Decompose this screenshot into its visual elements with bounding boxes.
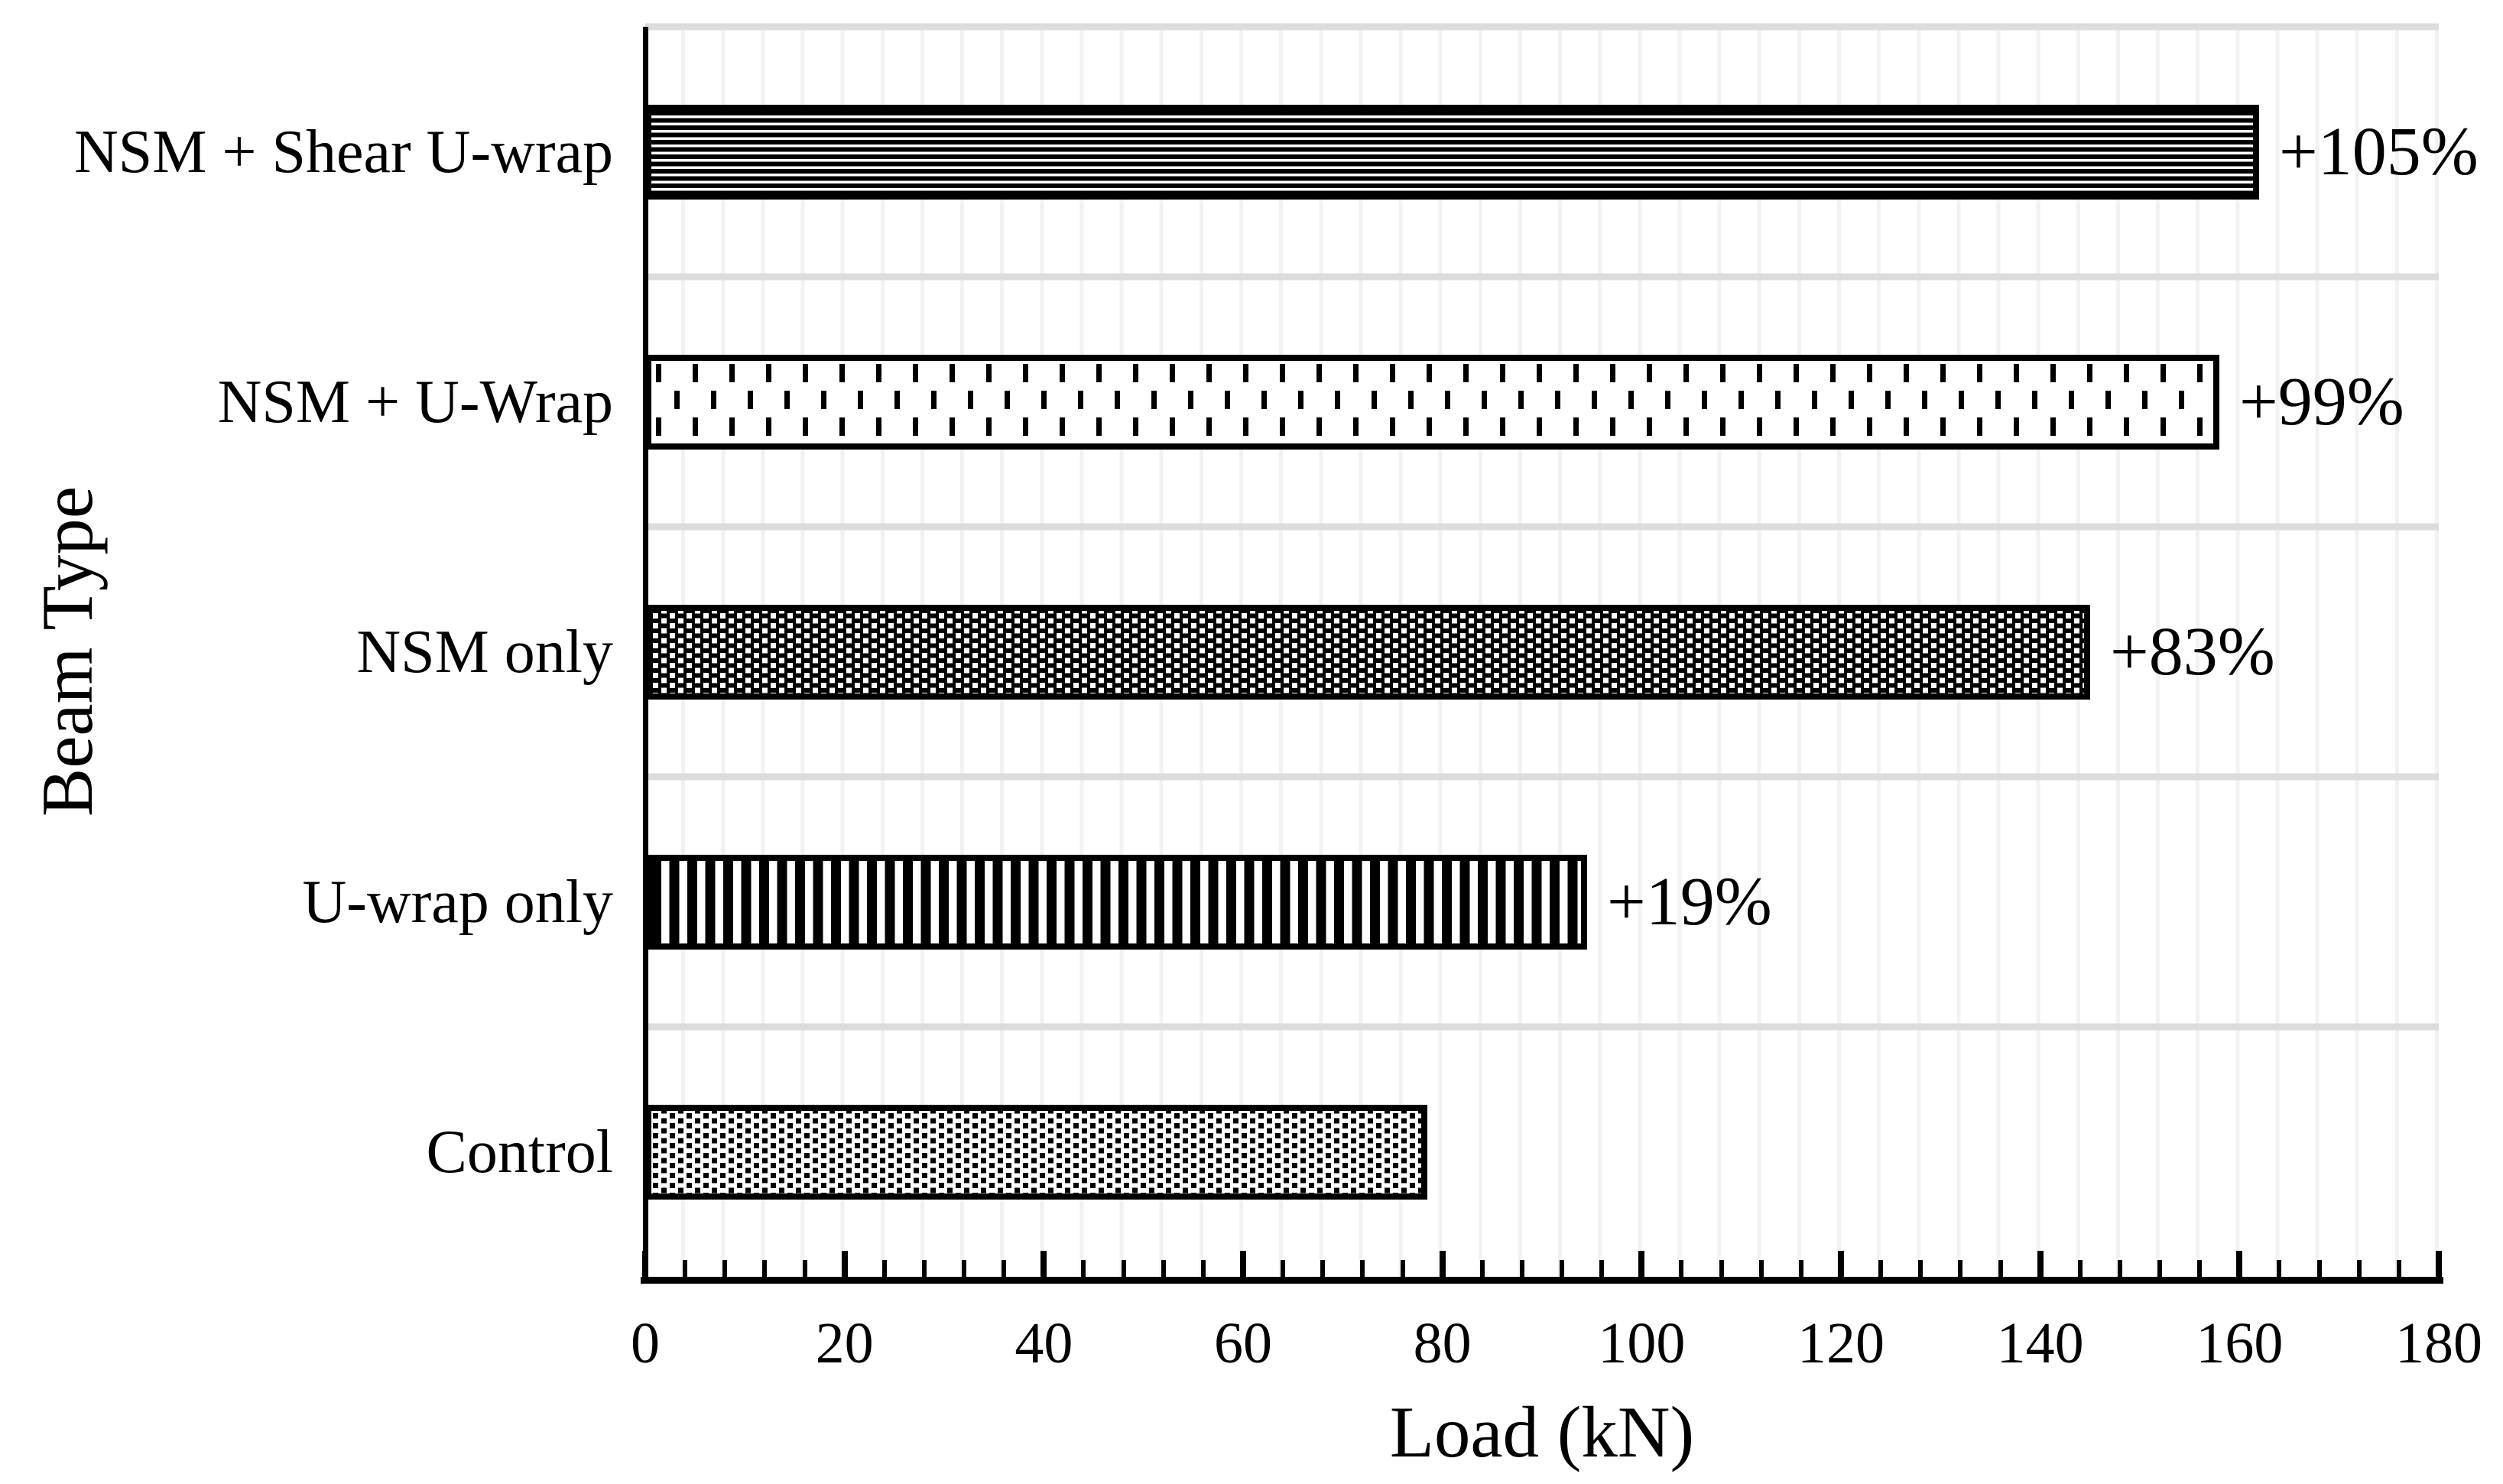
x-axis-minor-tick [2277,1260,2282,1277]
x-axis-minor-tick [1719,1260,1724,1277]
x-axis-minor-tick [1560,1260,1565,1277]
x-axis-major-tick [841,1251,848,1277]
x-axis-minor-tick [2157,1260,2163,1277]
x-axis-minor-tick [1002,1260,1007,1277]
x-axis-tick-label: 180 [2395,1311,2482,1375]
bar [645,354,2219,450]
x-axis-minor-tick [2316,1260,2322,1277]
x-axis-minor-tick [683,1260,688,1277]
x-axis-minor-tick [1878,1260,1884,1277]
x-axis-tick-label: 80 [1413,1311,1472,1375]
category-gridline [645,1023,2439,1031]
x-axis-major-tick [1439,1251,1446,1277]
x-axis-minor-tick [1519,1260,1524,1277]
bar [645,104,2259,200]
x-axis-minor-tick [1400,1260,1405,1277]
x-axis-minor-tick [1479,1260,1485,1277]
bar [645,854,1587,950]
bar-value-label: +83% [2110,613,2275,690]
x-axis-minor-tick [1121,1260,1126,1277]
x-axis-minor-tick [1200,1260,1206,1277]
bar-pattern-svg [651,110,2253,193]
x-axis-minor-tick [1998,1260,2003,1277]
x-axis-major-tick [642,1251,648,1277]
bar-value-label: +19% [1607,863,1772,940]
x-axis-tick-label: 20 [815,1311,874,1375]
category-label: NSM + U-Wrap [217,368,613,436]
bar [645,1104,1427,1200]
bar-pattern-svg [651,360,2213,443]
category-label: U-wrap only [302,868,613,936]
y-axis-line [643,27,648,1281]
x-axis-tick-label: 160 [2196,1311,2284,1375]
x-axis-minor-tick [881,1260,887,1277]
x-axis-major-tick [2436,1251,2442,1277]
bar-pattern-svg [651,1110,1421,1193]
x-axis-minor-tick [1360,1260,1365,1277]
x-axis-tick-label: 0 [631,1311,660,1375]
category-gridline [645,23,2439,31]
x-axis-major-tick [1838,1251,1844,1277]
bar-value-label: +99% [2239,363,2404,440]
bar [645,604,2090,700]
x-axis-tick-label: 60 [1214,1311,1272,1375]
x-axis-minor-tick [1958,1260,1963,1277]
x-axis-minor-tick [1599,1260,1605,1277]
bar-pattern-svg [651,860,1581,943]
x-axis-major-tick [1638,1251,1645,1277]
plot-area: +105% +99% +83% +19% [645,23,2479,1277]
x-axis-major-tick [2236,1251,2243,1277]
x-axis-minor-tick [2396,1260,2401,1277]
x-axis-tick-label: 120 [1797,1311,1885,1375]
x-axis-minor-tick [1081,1260,1086,1277]
x-axis-minor-tick [1679,1260,1684,1277]
x-axis-minor-tick [1798,1260,1803,1277]
x-axis-minor-tick [962,1260,967,1277]
category-label: NSM + Shear U-wrap [74,118,613,186]
x-axis-major-tick [2037,1251,2044,1277]
category-gridline [645,273,2439,281]
category-gridline [645,773,2439,781]
bar-value-label: +105% [2279,113,2479,190]
x-axis-minor-tick [2077,1260,2083,1277]
x-axis-major-tick [1040,1251,1047,1277]
category-label: NSM only [356,618,613,686]
x-axis-title: Load (kN) [1389,1391,1695,1473]
x-axis-minor-tick [2197,1260,2203,1277]
x-axis-minor-tick [722,1260,728,1277]
x-axis-minor-tick [1161,1260,1166,1277]
bar-pattern-svg [651,610,2084,693]
x-axis-minor-tick [1918,1260,1924,1277]
category-label: Control [426,1118,613,1186]
x-axis-minor-tick [1758,1260,1764,1277]
x-axis-minor-tick [1281,1260,1286,1277]
x-axis-tick-label: 100 [1598,1311,1686,1375]
x-axis-minor-tick [2117,1260,2122,1277]
category-gridline [645,523,2439,531]
x-axis-tick-label: 40 [1015,1311,1073,1375]
x-axis-line [641,1277,2443,1284]
x-axis-minor-tick [2356,1260,2362,1277]
x-axis-major-tick [1240,1251,1246,1277]
x-axis-minor-tick [1320,1260,1326,1277]
x-axis-minor-tick [802,1260,807,1277]
x-axis-minor-tick [921,1260,927,1277]
x-axis-minor-tick [762,1260,768,1277]
x-axis-tick-label: 140 [1996,1311,2084,1375]
